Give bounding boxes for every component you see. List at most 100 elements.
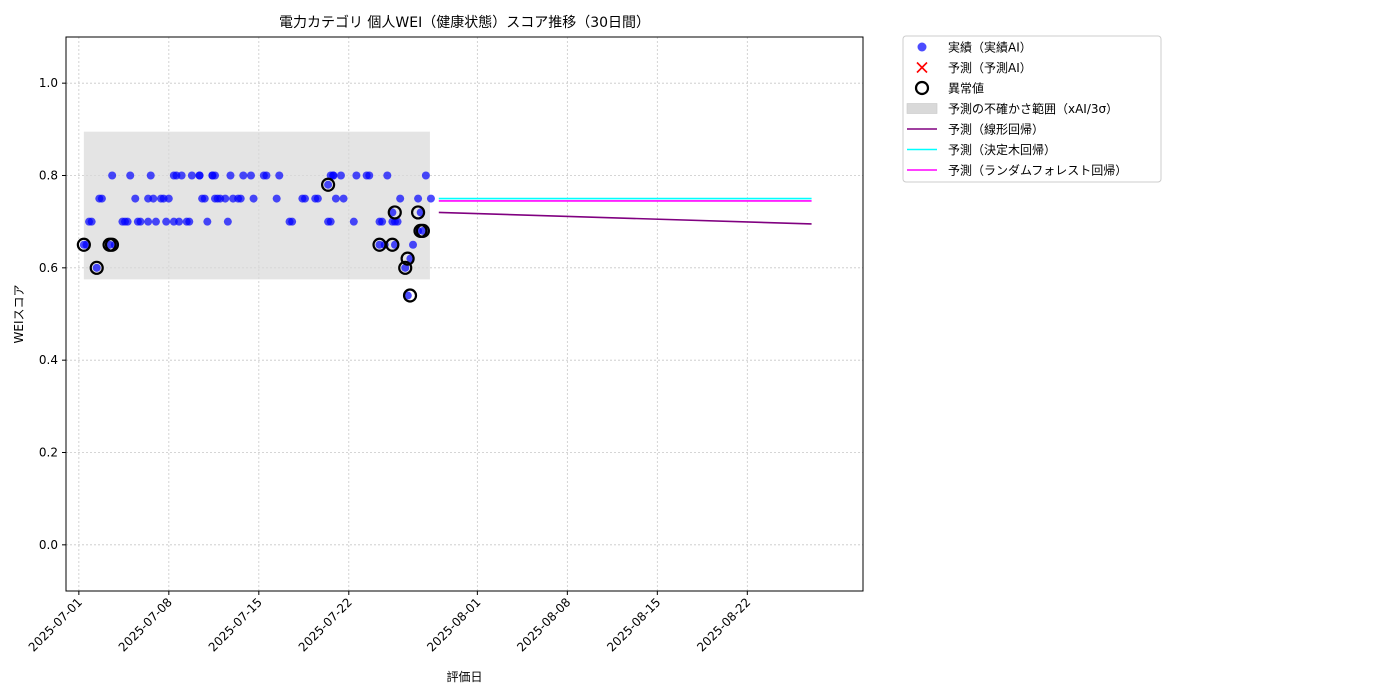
y-tick-label: 0.8: [39, 169, 58, 183]
actual-point: [262, 171, 271, 180]
actual-point: [87, 217, 96, 226]
actual-point: [329, 171, 338, 180]
anomaly-marker: [387, 205, 402, 220]
y-tick-label: 1.0: [39, 76, 58, 90]
y-axis-ticks: 0.0 0.2 0.4 0.6 0.8 1.0: [39, 76, 66, 552]
actual-point: [221, 194, 230, 203]
y-tick-label: 0.4: [39, 353, 58, 367]
actual-points: [79, 171, 435, 300]
actual-point: [396, 194, 405, 203]
actual-point: [401, 263, 410, 272]
actual-point: [149, 194, 158, 203]
actual-point: [195, 171, 204, 180]
anomaly-marker: [410, 205, 426, 220]
actual-point: [97, 194, 106, 203]
x-tick-label: 2025-07-08: [116, 595, 175, 654]
actual-point: [144, 217, 153, 226]
actual-point: [426, 194, 435, 203]
prediction-lines: [438, 197, 812, 225]
legend-cross-icon: [916, 61, 928, 74]
actual-point: [92, 263, 101, 272]
actual-point: [352, 171, 361, 180]
anomaly-marker: [320, 177, 336, 192]
legend-label: 実績（実績AI）: [948, 40, 1032, 55]
actual-point: [300, 194, 309, 203]
y-axis-label: WEIスコア: [12, 285, 26, 344]
anomaly-marker: [76, 237, 91, 252]
actual-point: [200, 194, 209, 203]
actual-point: [226, 171, 235, 180]
actual-point: [383, 171, 392, 180]
x-tick-label: 2025-08-22: [694, 595, 753, 654]
actual-point: [272, 194, 281, 203]
actual-point: [313, 194, 322, 203]
actual-point: [421, 171, 430, 180]
prediction-line: [438, 211, 812, 225]
actual-point: [275, 171, 284, 180]
legend-label: 予測（決定木回帰）: [948, 142, 1056, 157]
legend-label: 予測（ランダムフォレスト回帰）: [948, 163, 1127, 178]
actual-point: [339, 194, 348, 203]
x-tick-label: 2025-08-08: [514, 595, 573, 654]
plot-frame: [65, 36, 864, 592]
anomaly-marker: [89, 260, 104, 275]
actual-point: [211, 194, 220, 203]
chart-title: 電力カテゴリ 個人WEI（健康状態）スコア推移（30日間）: [279, 14, 650, 31]
actual-point: [108, 171, 117, 180]
anomaly-markers: [76, 177, 430, 303]
actual-point: [388, 208, 397, 217]
actual-point: [123, 217, 132, 226]
legend-band-icon: [906, 103, 938, 114]
actual-point: [126, 171, 135, 180]
anomaly-marker: [415, 223, 430, 238]
actual-point: [288, 217, 297, 226]
x-axis-ticks: 2025-07-01 2025-07-08 2025-07-15 2025-07-22…: [26, 591, 753, 654]
actual-point: [162, 217, 171, 226]
x-tick-label: 2025-07-01: [26, 595, 85, 654]
actual-point: [236, 194, 245, 203]
actual-point: [187, 171, 196, 180]
actual-point: [414, 194, 423, 203]
actual-point: [136, 217, 145, 226]
actual-point: [403, 291, 412, 300]
actual-point: [151, 217, 160, 226]
anomaly-marker: [400, 251, 415, 266]
actual-point: [349, 217, 358, 226]
legend-dot-icon: [917, 42, 927, 52]
legend-label: 予測の不確かさ範囲（xAI/3σ）: [948, 101, 1118, 116]
y-tick-label: 0.6: [39, 261, 58, 275]
actual-point: [131, 194, 140, 203]
actual-point: [365, 171, 374, 180]
anomaly-marker: [402, 288, 418, 303]
actual-point: [177, 171, 186, 180]
actual-point: [208, 171, 217, 180]
anomaly-marker: [104, 237, 120, 252]
actual-point: [203, 217, 212, 226]
actual-point: [390, 217, 399, 226]
legend-label: 異常値: [948, 81, 984, 96]
actual-point: [409, 240, 418, 249]
actual-point: [246, 171, 255, 180]
actual-point: [239, 171, 248, 180]
x-tick-label: 2025-07-22: [296, 595, 355, 654]
actual-point: [375, 217, 384, 226]
legend-ring-icon: [914, 80, 930, 96]
actual-point: [164, 194, 173, 203]
actual-point: [223, 217, 232, 226]
actual-point: [336, 171, 345, 180]
actual-point: [185, 217, 194, 226]
x-tick-label: 2025-08-15: [604, 595, 663, 654]
legend-box: [902, 35, 1162, 183]
actual-point: [324, 180, 333, 189]
x-tick-label: 2025-08-01: [424, 595, 483, 654]
actual-point: [146, 171, 155, 180]
grid-lines: [66, 37, 863, 591]
anomaly-marker: [398, 260, 413, 275]
legend-label: 予測（線形回帰）: [948, 122, 1044, 137]
y-tick-label: 0.0: [39, 538, 58, 552]
x-tick-label: 2025-07-15: [206, 595, 265, 654]
actual-point: [249, 194, 258, 203]
legend-label: 予測（予測AI）: [948, 61, 1032, 75]
